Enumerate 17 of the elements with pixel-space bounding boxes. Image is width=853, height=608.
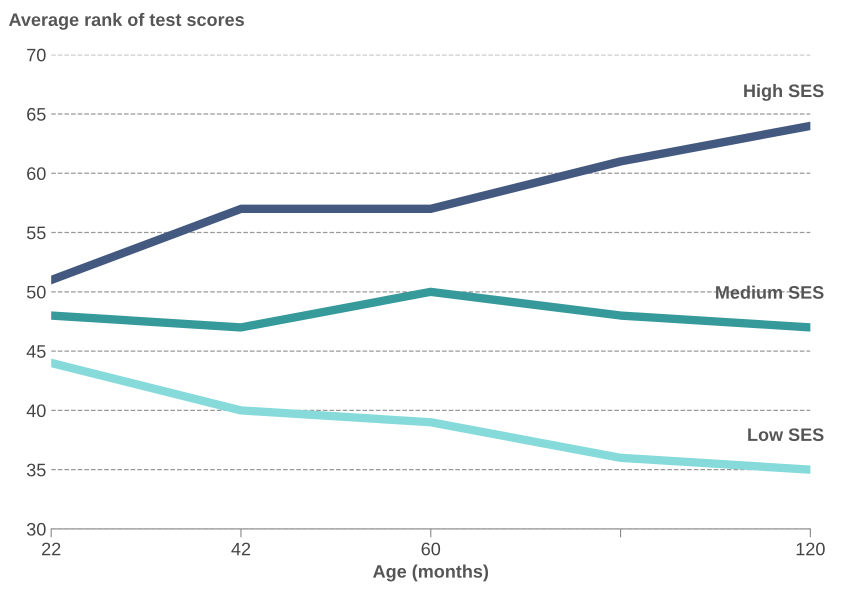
series-label: Low SES bbox=[748, 428, 824, 442]
y-tick-label: 50 bbox=[26, 286, 46, 299]
series-label: High SES bbox=[744, 84, 824, 101]
y-tick-label: 40 bbox=[26, 404, 46, 418]
x-axis-title: Age (months) bbox=[373, 564, 488, 582]
y-tick-label: 65 bbox=[27, 108, 46, 121]
x-tick-label: 42 bbox=[231, 542, 250, 556]
x-tick-label: 120 bbox=[796, 542, 825, 556]
x-tick-label: 60 bbox=[422, 542, 440, 556]
y-tick-label: 55 bbox=[26, 226, 46, 240]
y-tick-label: 30 bbox=[26, 522, 46, 536]
y-tick-label: 35 bbox=[26, 464, 46, 476]
y-tick-label: 45 bbox=[26, 345, 46, 358]
y-tick-label: 60 bbox=[27, 167, 46, 180]
y-tick-label: 70 bbox=[27, 48, 46, 62]
x-tick-label: 22 bbox=[42, 542, 60, 556]
chart-title: Average rank of test scores bbox=[8, 12, 244, 30]
